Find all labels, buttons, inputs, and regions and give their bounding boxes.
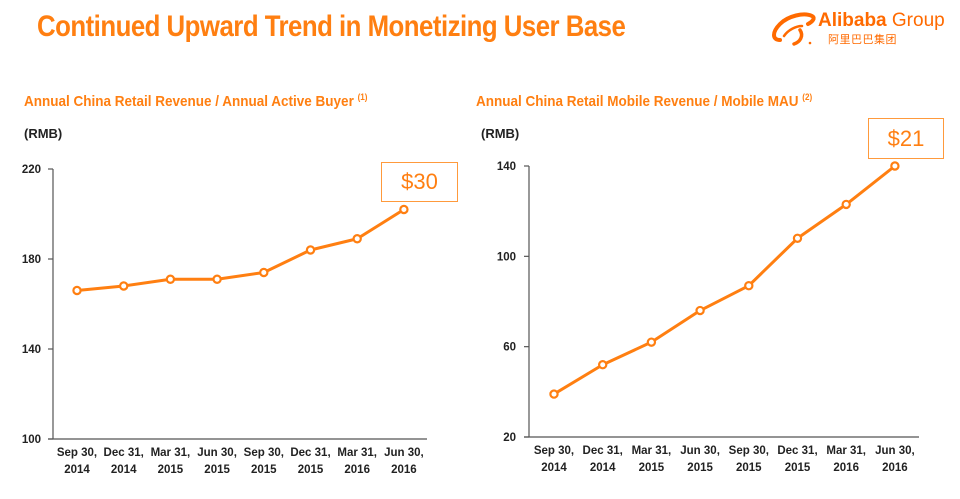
- data-point: [695, 305, 705, 316]
- x-tick-label-year: 2016: [344, 464, 370, 476]
- y-tick-label: 20: [503, 432, 516, 444]
- y-tick-label: 100: [22, 434, 41, 446]
- logo-wordmark-light: Group: [886, 10, 945, 31]
- chart-1-title-text: Annual China Retail Revenue / Annual Act…: [24, 93, 354, 110]
- x-tick-label-year: 2015: [687, 462, 713, 474]
- chart-2-callout: $21: [868, 118, 944, 159]
- x-tick-label: Jun 30,: [680, 445, 720, 457]
- x-tick-label: Dec 31,: [583, 445, 623, 457]
- x-tick-label: Mar 31,: [632, 445, 672, 457]
- x-tick-label: Mar 31,: [826, 445, 866, 457]
- x-tick-label: Sep 30,: [534, 445, 574, 457]
- alibaba-group-logo: Alibaba Group 阿里巴巴集团: [770, 10, 955, 50]
- data-point: [259, 267, 269, 278]
- slide-title: Continued Upward Trend in Monetizing Use…: [37, 10, 626, 43]
- data-point: [352, 234, 362, 244]
- x-tick-label-year: 2015: [736, 462, 762, 474]
- chart-1-plot: 100 140 180 220 Sep 30, 2014 Dec 31, 2014 Mar 31…: [22, 164, 427, 476]
- data-point: [598, 360, 608, 370]
- logo-wordmark-chinese: 阿里巴巴集团: [828, 34, 897, 46]
- data-point: [890, 161, 900, 171]
- logo-wordmark-bold: Alibaba: [818, 10, 887, 31]
- data-point: [646, 337, 657, 347]
- x-tick-label: Dec 31,: [777, 445, 817, 457]
- chart-2-plot: 20 60 100 140 Sep 30, 2014 Dec 31, 2014 Mar 31, 2…: [497, 161, 919, 474]
- x-tick-label-year: 2014: [64, 464, 90, 476]
- data-point: [399, 204, 409, 215]
- data-point: [744, 280, 754, 291]
- x-tick-label-year: 2015: [158, 464, 184, 476]
- x-tick-label-year: 2016: [391, 464, 417, 476]
- y-tick-label: 60: [503, 342, 516, 354]
- data-point: [841, 199, 851, 210]
- x-tick-label: Jun 30,: [197, 447, 237, 459]
- chart-1-callout: $30: [381, 162, 458, 202]
- chart-1-title: Annual China Retail Revenue / Annual Act…: [24, 92, 367, 110]
- y-tick-label: 100: [497, 251, 516, 263]
- series-line: [76, 208, 405, 292]
- alibaba-smile-icon: [772, 12, 816, 46]
- data-point: [549, 389, 559, 399]
- x-tick-label-year: 2015: [639, 462, 665, 474]
- chart-2-title-text: Annual China Retail Mobile Revenue / Mob…: [476, 93, 799, 110]
- x-tick-label: Sep 30,: [57, 447, 97, 459]
- chart-1-footnote-marker: (1): [357, 92, 368, 102]
- x-tick-label-year: 2014: [541, 462, 567, 474]
- x-tick-label-year: 2015: [298, 464, 324, 476]
- x-tick-label-year: 2016: [833, 462, 859, 474]
- chart-2-footnote-marker: (2): [802, 92, 813, 102]
- chart-2-title: Annual China Retail Mobile Revenue / Mob…: [476, 92, 812, 110]
- y-tick-label: 140: [22, 344, 41, 356]
- x-tick-label: Mar 31,: [337, 447, 377, 459]
- x-tick-label-year: 2014: [111, 464, 137, 476]
- x-tick-label: Mar 31,: [151, 447, 191, 459]
- data-point: [305, 245, 316, 255]
- chart-2-unit-label: (RMB): [481, 126, 520, 141]
- series-line: [553, 164, 896, 396]
- y-tick-label: 220: [22, 164, 41, 176]
- x-tick-label: Sep 30,: [729, 445, 769, 457]
- chart-1-unit-label: (RMB): [24, 126, 63, 141]
- logo-wordmark: Alibaba Group: [818, 10, 945, 32]
- x-tick-label-year: 2015: [251, 464, 277, 476]
- data-point: [212, 274, 222, 284]
- y-tick-label: 180: [22, 254, 41, 266]
- x-tick-label-year: 2014: [590, 462, 616, 474]
- data-point: [72, 285, 82, 296]
- x-tick-label: Sep 30,: [244, 447, 284, 459]
- x-tick-label: Jun 30,: [384, 447, 424, 459]
- x-tick-label: Dec 31,: [104, 447, 144, 459]
- x-tick-label: Jun 30,: [875, 445, 915, 457]
- y-tick-label: 140: [497, 161, 516, 173]
- data-point: [118, 281, 129, 291]
- x-tick-label-year: 2016: [882, 462, 908, 474]
- data-point: [792, 233, 803, 243]
- data-point: [165, 274, 176, 284]
- x-tick-label-year: 2015: [204, 464, 230, 476]
- x-tick-label: Dec 31,: [290, 447, 330, 459]
- x-tick-label-year: 2015: [785, 462, 811, 474]
